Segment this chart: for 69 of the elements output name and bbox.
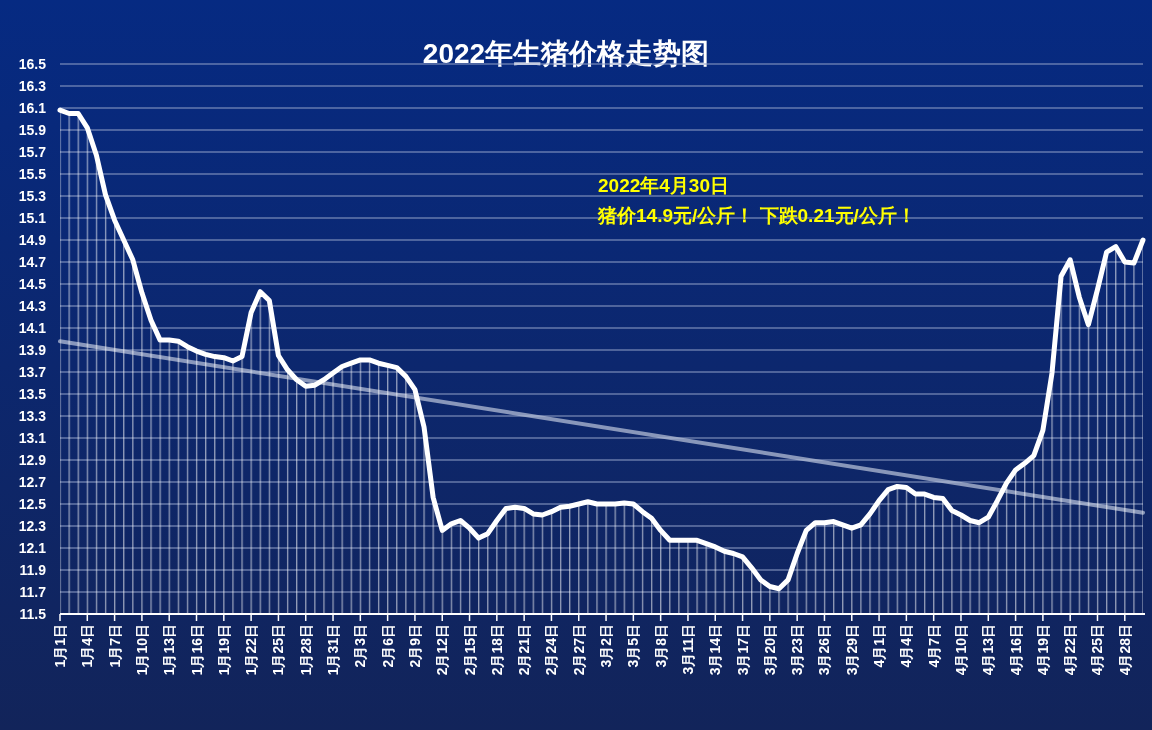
y-tick-label: 15.1 xyxy=(18,210,47,226)
x-tick-label: 3月20日 xyxy=(761,624,778,676)
x-tick-label: 4月22日 xyxy=(1062,624,1079,676)
x-tick-label: 1月7日 xyxy=(106,624,123,668)
x-tick-label: 4月19日 xyxy=(1034,624,1051,676)
y-tick-label: 12.7 xyxy=(18,474,47,490)
y-tick-label: 12.5 xyxy=(18,496,47,512)
x-tick-label: 2月21日 xyxy=(516,624,533,676)
x-tick-label: 2月3日 xyxy=(352,624,369,668)
x-tick-label: 4月28日 xyxy=(1116,624,1133,676)
y-tick-label: 15.3 xyxy=(18,188,47,204)
x-tick-label: 1月28日 xyxy=(297,624,314,676)
y-tick-label: 16.1 xyxy=(18,100,47,116)
y-tick-label: 12.3 xyxy=(18,518,47,534)
x-tick-label: 3月14日 xyxy=(707,624,724,676)
x-tick-label: 1月19日 xyxy=(215,624,232,676)
y-tick-label: 15.7 xyxy=(18,144,47,160)
x-tick-label: 2月9日 xyxy=(406,624,423,668)
x-tick-label: 3月5日 xyxy=(625,624,642,668)
y-tick-label: 11.9 xyxy=(19,562,47,578)
y-tick-label: 16.5 xyxy=(18,56,47,72)
x-tick-label: 2月15日 xyxy=(461,624,478,676)
y-tick-label: 13.1 xyxy=(18,430,47,446)
x-tick-label: 1月25日 xyxy=(270,624,287,676)
x-tick-label: 4月7日 xyxy=(925,624,942,668)
y-tick-label: 12.1 xyxy=(18,540,47,556)
x-tick-label: 4月1日 xyxy=(871,624,888,668)
x-tick-label: 1月1日 xyxy=(52,624,68,668)
x-tick-label: 3月23日 xyxy=(789,624,806,676)
annotation: 猪价14.9元/公斤！ 下跌0.21元/公斤！ xyxy=(597,205,916,226)
x-tick-label: 2月27日 xyxy=(570,624,587,676)
x-tick-label: 2月24日 xyxy=(543,624,560,676)
x-tick-label: 1月16日 xyxy=(188,624,205,676)
x-tick-label: 4月10日 xyxy=(952,624,969,676)
x-tick-label: 1月10日 xyxy=(133,624,150,676)
x-tick-label: 4月13日 xyxy=(980,624,997,676)
y-tick-label: 15.5 xyxy=(18,166,47,182)
x-tick-label: 2月12日 xyxy=(434,624,451,676)
y-tick-label: 12.9 xyxy=(18,452,47,468)
y-tick-label: 13.9 xyxy=(18,342,47,358)
y-tick-label: 14.5 xyxy=(18,276,47,292)
x-tick-label: 3月2日 xyxy=(598,624,615,668)
x-tick-label: 1月13日 xyxy=(161,624,178,676)
chart-title: 2022年生猪价格走势图 xyxy=(422,38,710,69)
y-tick-label: 11.5 xyxy=(19,606,47,622)
y-tick-label: 16.3 xyxy=(18,78,47,94)
y-tick-label: 14.7 xyxy=(18,254,47,270)
x-tick-label: 4月25日 xyxy=(1089,624,1106,676)
x-tick-label: 4月16日 xyxy=(1007,624,1024,676)
y-tick-label: 13.5 xyxy=(18,386,47,402)
y-tick-label: 13.3 xyxy=(18,408,47,424)
x-tick-label: 3月26日 xyxy=(816,624,833,676)
x-tick-label: 2月6日 xyxy=(379,624,396,668)
y-tick-label: 13.7 xyxy=(18,364,47,380)
y-tick-label: 11.7 xyxy=(19,584,47,600)
x-tick-label: 1月4日 xyxy=(79,624,96,668)
y-tick-label: 14.9 xyxy=(18,232,47,248)
x-tick-label: 2月18日 xyxy=(488,624,505,676)
x-tick-label: 3月29日 xyxy=(843,624,860,676)
x-tick-label: 3月17日 xyxy=(734,624,751,676)
annotation: 2022年4月30日 xyxy=(598,175,729,196)
y-tick-label: 14.3 xyxy=(18,298,47,314)
x-tick-label: 3月11日 xyxy=(679,624,696,675)
x-tick-label: 3月8日 xyxy=(652,624,669,668)
y-tick-label: 15.9 xyxy=(18,122,47,138)
y-tick-label: 14.1 xyxy=(18,320,47,336)
x-tick-label: 4月4日 xyxy=(898,624,915,668)
x-tick-label: 1月31日 xyxy=(325,624,342,676)
x-tick-label: 1月22日 xyxy=(243,624,260,676)
